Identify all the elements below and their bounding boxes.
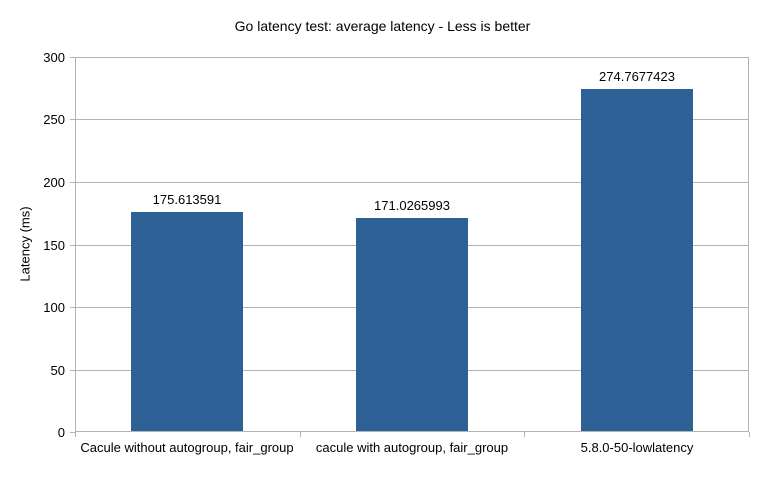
y-tick-label: 100 [43,300,65,315]
bar-value-label: 175.613591 [152,192,222,207]
bar-value-label: 274.7677423 [599,69,675,84]
y-tick-label: 300 [43,50,65,65]
y-axis-tick [70,182,75,183]
y-axis-tick [70,119,75,120]
bar-value-label: 171.0265993 [374,198,450,213]
bar [131,212,243,431]
y-axis-tick [70,57,75,58]
y-axis-tick [70,370,75,371]
x-category-label: Cacule without autogroup, fair_group [80,440,294,455]
bar [356,218,468,431]
x-axis-tick [524,432,525,437]
chart-title: Go latency test: average latency - Less … [234,18,531,34]
y-axis-tick [70,432,75,433]
y-tick-label: 150 [43,238,65,253]
gridline [76,119,748,120]
bar [581,89,693,431]
gridline [76,182,748,183]
x-axis-tick [300,432,301,437]
x-axis-tick [75,432,76,437]
x-category-label: 5.8.0-50-lowlatency [580,440,694,455]
y-tick-label: 250 [43,112,65,127]
y-axis-tick [70,245,75,246]
y-tick-label: 200 [43,175,65,190]
x-category-label: cacule with autogroup, fair_group [315,440,509,455]
x-axis-tick [749,432,750,437]
y-tick-label: 50 [50,363,65,378]
y-axis-tick [70,307,75,308]
y-tick-label: 0 [57,425,65,440]
